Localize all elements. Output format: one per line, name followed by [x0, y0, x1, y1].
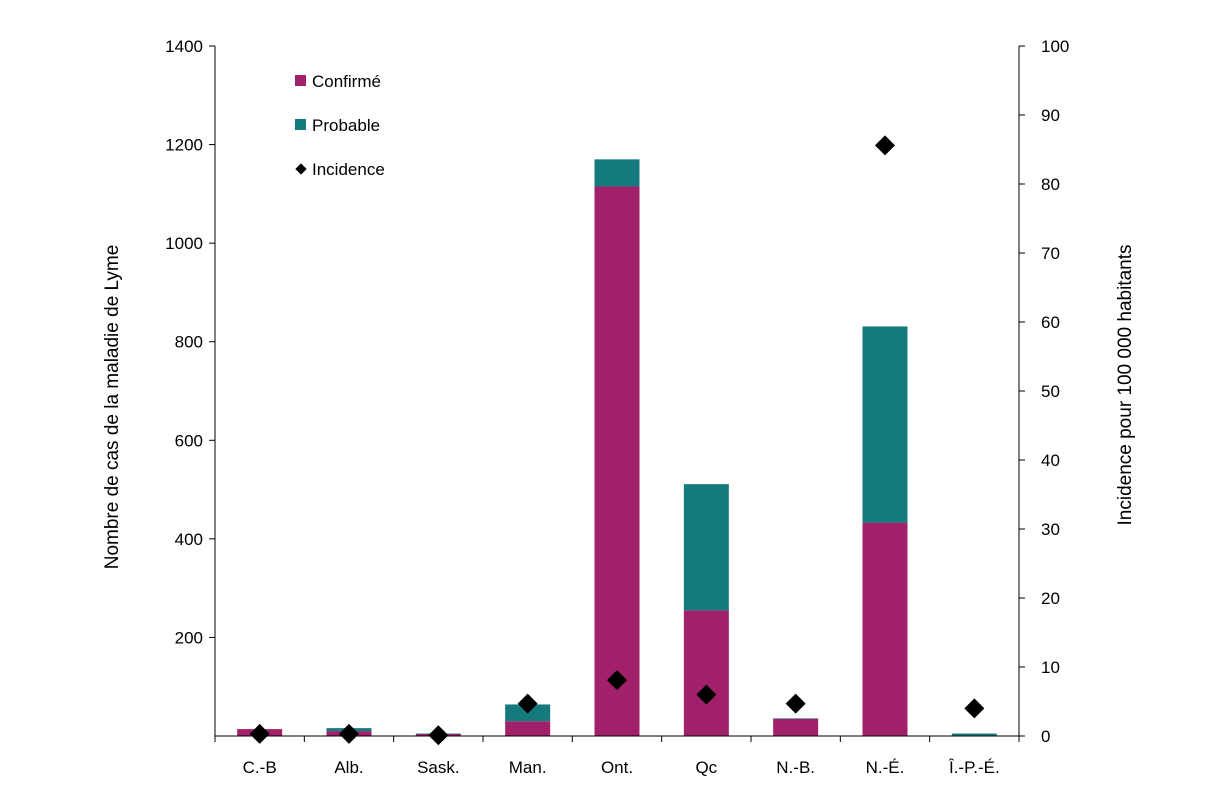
y-axis-label: Nombre de cas de la maladie de Lyme	[102, 245, 123, 570]
incidence-marker	[875, 135, 895, 156]
incidence-marker	[964, 698, 985, 719]
incidence-marker	[428, 725, 449, 746]
bar-confirme	[773, 718, 819, 736]
y2-tick-label: 10	[1041, 658, 1060, 677]
incidence-marker	[785, 693, 806, 714]
y2-tick-label: 90	[1041, 106, 1060, 125]
bar-probable	[683, 484, 729, 611]
legend-swatch-probable	[295, 119, 306, 130]
legend-label-probable: Probable	[312, 116, 380, 135]
bar-probable	[862, 326, 908, 523]
y-tick-label: 1000	[165, 234, 203, 253]
y2-tick-label: 40	[1041, 451, 1060, 470]
incidence-marker	[607, 670, 627, 691]
y2-tick-label: 0	[1041, 727, 1050, 746]
bar-confirme	[862, 522, 908, 736]
legend: Confirmé Probable Incidence	[295, 72, 385, 179]
incidence-markers-group	[249, 135, 985, 746]
y-tick-label: 1200	[165, 136, 203, 155]
y2-tick-label: 70	[1041, 244, 1060, 263]
x-tick-label: Qc	[695, 758, 717, 777]
y2-tick-label: 20	[1041, 589, 1060, 608]
bars-group	[237, 159, 997, 736]
x-tick-label: Sask.	[417, 758, 460, 777]
bar-confirme	[505, 721, 551, 736]
incidence-marker	[696, 684, 717, 705]
bar-confirme	[594, 186, 640, 736]
bar-probable	[594, 159, 640, 187]
x-tick-label: Alb.	[334, 758, 363, 777]
x-tick-label: Man.	[509, 758, 547, 777]
y-tick-label: 200	[175, 628, 203, 647]
bar-probable	[951, 733, 997, 736]
bar-confirme	[683, 610, 729, 736]
y-tick-label: 1400	[165, 37, 203, 56]
incidence-marker	[517, 693, 538, 714]
x-tick-label: Î.-P.-É.	[948, 758, 1000, 777]
x-tick-label: C.-B	[243, 758, 277, 777]
y2-tick-label: 80	[1041, 175, 1060, 194]
incidence-marker	[249, 723, 270, 744]
y2-tick-label: 50	[1041, 382, 1060, 401]
legend-marker-incidence	[295, 163, 307, 175]
ticks-group: 200 400 600 800 1000 1200 1400 0 10 20 30 40 50 60 70 8…	[165, 37, 1069, 777]
incidence-marker	[339, 723, 359, 744]
y2-axis-label: Incidence pour 100 000 habitants	[1115, 245, 1136, 526]
y-tick-label: 600	[175, 431, 203, 450]
legend-swatch-confirme	[295, 75, 306, 86]
legend-label-incidence: Incidence	[312, 160, 385, 179]
y-tick-label: 400	[175, 530, 203, 549]
y-tick-label: 800	[175, 333, 203, 352]
x-tick-label: N.-É.	[866, 758, 905, 777]
legend-label-confirme: Confirmé	[312, 72, 381, 91]
y2-tick-label: 30	[1041, 520, 1060, 539]
x-tick-label: Ont.	[601, 758, 633, 777]
y2-tick-label: 100	[1041, 37, 1069, 56]
x-tick-label: N.-B.	[776, 758, 815, 777]
y2-tick-label: 60	[1041, 313, 1060, 332]
